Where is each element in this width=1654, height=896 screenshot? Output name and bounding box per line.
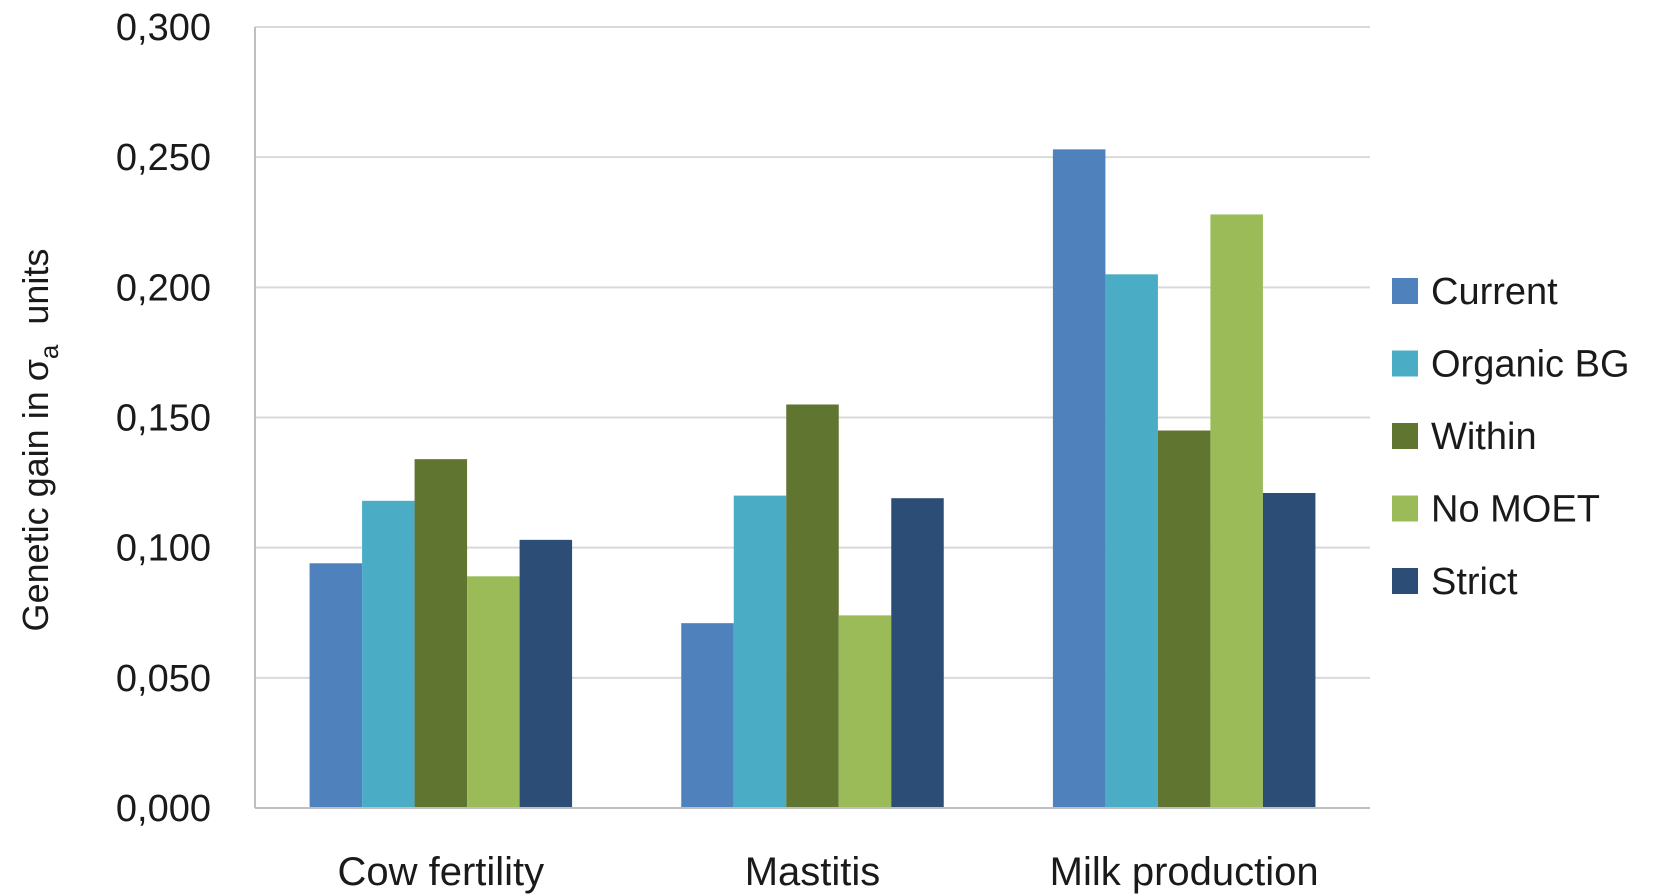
x-tick-label: Mastitis	[745, 850, 881, 894]
legend-item: Within	[1392, 416, 1537, 458]
x-tick-label: Milk production	[1050, 850, 1319, 894]
legend-label: Organic BG	[1431, 344, 1630, 386]
bar-organic-bg	[362, 500, 415, 808]
y-axis-label-subscript: a	[34, 344, 64, 359]
x-tick-label: Cow fertility	[337, 850, 544, 894]
legend-swatch	[1392, 495, 1418, 522]
legend-swatch	[1392, 350, 1418, 377]
legend-item: Strict	[1392, 561, 1518, 603]
bar-organic-bg	[1105, 274, 1158, 809]
x-tick-labels: Cow fertility Mastitis Milk production	[337, 850, 1318, 894]
y-tick-label: 0,300	[116, 7, 211, 49]
legend-item: Current	[1392, 271, 1558, 313]
y-axis-label: Genetic gain in σa units	[15, 249, 64, 632]
y-tick-label: 0,100	[116, 528, 211, 570]
y-tick-label: 0,050	[116, 658, 211, 700]
bar-strict	[1262, 492, 1316, 808]
y-axis-label-main: Genetic gain in σ	[15, 359, 56, 631]
legend-item: No MOET	[1392, 489, 1600, 531]
y-tick-label: 0,250	[116, 137, 211, 179]
bar-within	[414, 459, 468, 808]
bar-strict	[891, 498, 944, 808]
bar-current	[309, 563, 363, 808]
bar-no-moet	[467, 576, 520, 808]
y-tick-labels: 0,000 0,050 0,100 0,150 0,200 0,250 0,300	[116, 7, 211, 830]
legend-swatch	[1392, 568, 1418, 594]
legend-swatch	[1392, 423, 1418, 449]
bar-organic-bg	[733, 495, 787, 808]
legend-label: Within	[1431, 416, 1537, 458]
legend-label: Current	[1431, 271, 1558, 313]
legend-item: Organic BG	[1392, 344, 1630, 386]
legend-swatch	[1392, 278, 1418, 304]
bar-current	[681, 623, 734, 808]
bar-no-moet	[1210, 214, 1263, 808]
y-tick-label: 0,150	[116, 398, 211, 440]
bar-no-moet	[838, 615, 892, 808]
legend-label: No MOET	[1431, 489, 1600, 531]
bars	[309, 149, 1316, 809]
y-axis-label-suffix: units	[15, 249, 56, 345]
y-tick-label: 0,200	[116, 267, 211, 309]
legend: Current Organic BG Within No MOET Strict	[1392, 271, 1630, 603]
legend-label: Strict	[1431, 561, 1518, 603]
bar-within	[786, 404, 839, 808]
bar-strict	[519, 539, 573, 808]
y-tick-label: 0,000	[116, 788, 211, 830]
bar-within	[1157, 430, 1211, 808]
bar-current	[1052, 149, 1106, 808]
